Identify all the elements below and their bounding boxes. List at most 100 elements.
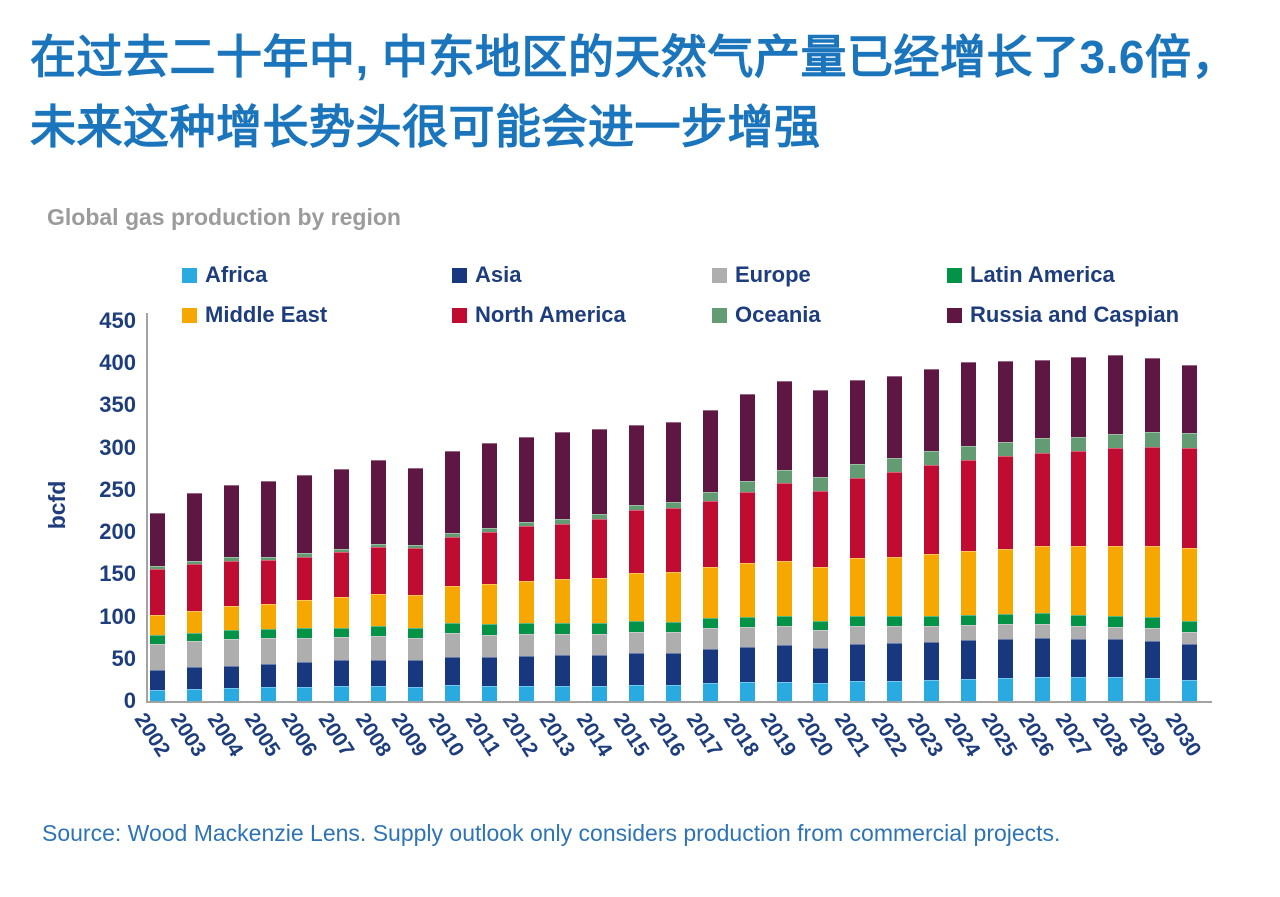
- bar-segment-europe: [518, 634, 534, 657]
- bar-segment-asia: [555, 655, 571, 686]
- bar-2008: [371, 460, 387, 701]
- bar-segment-africa: [1181, 679, 1197, 701]
- bar-2007: [334, 468, 350, 701]
- source-note: Source: Wood Mackenzie Lens. Supply outl…: [42, 820, 1061, 846]
- bar-segment-asia: [186, 667, 202, 690]
- bar-2015: [629, 424, 645, 701]
- bar-segment-africa: [887, 680, 903, 701]
- bar-segment-north-america: [555, 523, 571, 580]
- bar-segment-europe: [371, 635, 387, 660]
- bar-segment-oceania: [702, 492, 718, 501]
- bar-segment-middle-east: [702, 566, 718, 619]
- bar-2020: [813, 390, 829, 701]
- legend-swatch-icon: [182, 307, 197, 323]
- bar-segment-middle-east: [260, 603, 276, 630]
- x-tick-label-2017: 2017: [682, 709, 727, 761]
- bar-segment-middle-east: [481, 583, 497, 625]
- bar-2025: [997, 360, 1013, 701]
- bar-segment-latin-america: [887, 615, 903, 626]
- x-tick-label-2013: 2013: [534, 709, 580, 761]
- bar-segment-latin-america: [776, 615, 792, 626]
- bar-segment-oceania: [887, 457, 903, 473]
- bar-segment-latin-america: [444, 623, 460, 634]
- bar-segment-latin-america: [1108, 615, 1124, 627]
- bar-segment-russia-and-caspian: [371, 460, 387, 544]
- y-tick-label: 0: [123, 688, 136, 713]
- bar-2018: [739, 394, 755, 701]
- bar-segment-africa: [1108, 677, 1124, 701]
- bar-segment-africa: [297, 686, 313, 701]
- bar-segment-north-america: [813, 490, 829, 567]
- bar-segment-middle-east: [297, 600, 313, 629]
- x-tick-label-2009: 2009: [387, 709, 432, 761]
- bar-segment-europe: [592, 634, 608, 655]
- x-axis-labels: 2002 2003 2004 2005 2006 2007 2008 2009 2010 2011…: [0, 709, 1280, 819]
- bar-segment-middle-east: [555, 579, 571, 624]
- bar-segment-oceania: [776, 470, 792, 484]
- x-tick-label-2015: 2015: [608, 709, 654, 761]
- bar-segment-latin-america: [297, 628, 313, 638]
- x-tick-label-2022: 2022: [866, 709, 912, 761]
- bar-segment-russia-and-caspian: [739, 394, 755, 481]
- bar-2022: [887, 375, 903, 701]
- legend-label: Africa: [205, 262, 268, 287]
- bar-segment-asia: [371, 659, 387, 686]
- plot-area: [148, 315, 1210, 701]
- bar-segment-africa: [260, 687, 276, 701]
- bar-2005: [260, 481, 276, 701]
- x-tick-label-2026: 2026: [1013, 709, 1059, 761]
- bar-segment-europe: [223, 639, 239, 666]
- bar-segment-middle-east: [1181, 548, 1197, 621]
- bar-segment-latin-america: [629, 620, 645, 632]
- bar-segment-europe: [1181, 631, 1197, 644]
- bar-segment-russia-and-caspian: [407, 467, 423, 545]
- bar-segment-russia-and-caspian: [629, 424, 645, 505]
- bar-segment-middle-east: [223, 606, 239, 631]
- bar-segment-asia: [481, 657, 497, 686]
- bar-segment-north-america: [739, 491, 755, 564]
- bar-segment-latin-america: [1071, 614, 1087, 626]
- x-tick-label-2018: 2018: [718, 709, 764, 761]
- bar-2026: [1034, 359, 1050, 701]
- bar-segment-north-america: [665, 508, 681, 572]
- bar-segment-north-america: [592, 518, 608, 578]
- x-tick-label-2004: 2004: [202, 709, 248, 761]
- bar-segment-africa: [1145, 678, 1161, 701]
- bar-segment-north-america: [518, 526, 534, 582]
- bar-segment-north-america: [997, 456, 1013, 549]
- legend-swatch-icon: [712, 307, 727, 323]
- x-tick-label-2020: 2020: [792, 709, 838, 761]
- bar-segment-oceania: [481, 527, 497, 533]
- bar-2028: [1108, 355, 1124, 701]
- bar-segment-russia-and-caspian: [1034, 359, 1050, 439]
- legend-swatch-icon: [182, 267, 197, 283]
- bar-segment-latin-america: [481, 624, 497, 636]
- y-tick-label: 200: [99, 519, 136, 544]
- bar-segment-north-america: [850, 477, 866, 559]
- bar-segment-oceania: [665, 501, 681, 509]
- bar-segment-russia-and-caspian: [923, 368, 939, 451]
- bar-segment-middle-east: [518, 581, 534, 624]
- bar-segment-russia-and-caspian: [592, 428, 608, 515]
- bar-segment-oceania: [444, 532, 460, 538]
- bar-segment-middle-east: [186, 610, 202, 633]
- bar-segment-latin-america: [923, 615, 939, 626]
- bar-segment-africa: [850, 680, 866, 701]
- bar-segment-asia: [997, 639, 1013, 679]
- legend-item-africa: Africa: [182, 262, 268, 287]
- bar-segment-latin-america: [813, 620, 829, 631]
- bar-2019: [776, 380, 792, 701]
- bar-2004: [223, 484, 239, 701]
- legend-label: Asia: [475, 262, 522, 287]
- legend-label: North America: [475, 302, 626, 327]
- legend-item-oceania: Oceania: [712, 302, 821, 327]
- bar-segment-asia: [1108, 639, 1124, 678]
- bar-2027: [1071, 357, 1087, 701]
- chart-subtitle: Global gas production by region: [47, 204, 401, 230]
- bar-segment-north-america: [297, 556, 313, 601]
- bar-segment-africa: [1034, 677, 1050, 701]
- bar-segment-north-america: [223, 560, 239, 607]
- bar-segment-north-america: [702, 500, 718, 567]
- bar-segment-africa: [629, 684, 645, 701]
- bar-segment-middle-east: [407, 594, 423, 628]
